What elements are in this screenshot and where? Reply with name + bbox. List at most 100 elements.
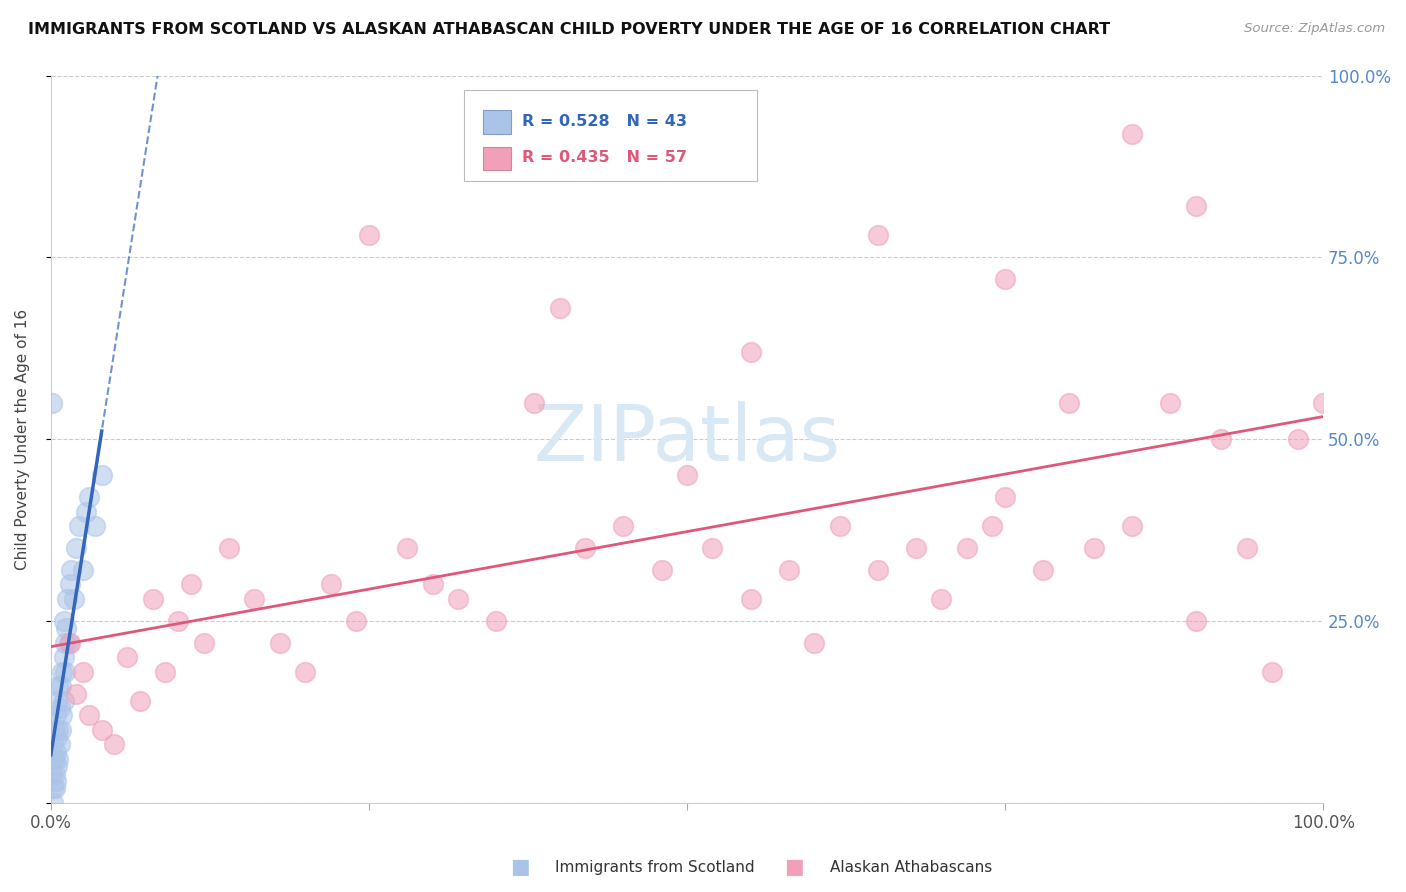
Point	[269, 635, 291, 649]
Point	[65, 541, 87, 555]
Point	[548, 301, 571, 315]
Bar	[484, 111, 512, 134]
Bar	[484, 147, 512, 170]
Text: Alaskan Athabascans: Alaskan Athabascans	[830, 860, 991, 874]
Point	[44, 766, 66, 780]
Point	[344, 614, 367, 628]
Point	[52, 614, 75, 628]
Text: ■: ■	[785, 857, 804, 877]
Point	[676, 468, 699, 483]
Point	[62, 592, 84, 607]
Point	[44, 780, 66, 795]
Point	[46, 694, 69, 708]
Point	[1236, 541, 1258, 555]
Point	[396, 541, 419, 555]
Point	[59, 577, 82, 591]
Point	[1286, 432, 1309, 446]
Point	[45, 745, 67, 759]
Point	[294, 665, 316, 679]
Point	[48, 679, 70, 693]
Point	[778, 563, 800, 577]
Point	[46, 759, 69, 773]
FancyBboxPatch shape	[464, 90, 756, 181]
Point	[72, 563, 94, 577]
Text: IMMIGRANTS FROM SCOTLAND VS ALASKAN ATHABASCAN CHILD POVERTY UNDER THE AGE OF 16: IMMIGRANTS FROM SCOTLAND VS ALASKAN ATHA…	[28, 22, 1111, 37]
Point	[523, 395, 546, 409]
Point	[981, 519, 1004, 533]
Point	[90, 468, 112, 483]
Point	[651, 563, 673, 577]
Point	[42, 738, 65, 752]
Point	[1185, 199, 1208, 213]
Point	[49, 723, 72, 737]
Point	[485, 614, 508, 628]
Point	[53, 665, 76, 679]
Point	[357, 228, 380, 243]
Point	[55, 621, 77, 635]
Point	[1312, 395, 1334, 409]
Point	[994, 272, 1017, 286]
Text: ZIPatlas: ZIPatlas	[533, 401, 841, 477]
Point	[77, 708, 100, 723]
Point	[1121, 127, 1143, 141]
Point	[1261, 665, 1284, 679]
Point	[49, 679, 72, 693]
Text: R = 0.528   N = 43: R = 0.528 N = 43	[522, 114, 686, 128]
Point	[1185, 614, 1208, 628]
Point	[48, 738, 70, 752]
Text: Source: ZipAtlas.com: Source: ZipAtlas.com	[1244, 22, 1385, 36]
Point	[44, 723, 66, 737]
Point	[702, 541, 724, 555]
Point	[45, 708, 67, 723]
Point	[75, 505, 97, 519]
Point	[1211, 432, 1233, 446]
Point	[67, 519, 90, 533]
Point	[740, 592, 762, 607]
Y-axis label: Child Poverty Under the Age of 16: Child Poverty Under the Age of 16	[15, 309, 30, 570]
Point	[48, 752, 70, 766]
Point	[45, 773, 67, 788]
Point	[828, 519, 851, 533]
Point	[41, 395, 63, 409]
Point	[42, 796, 65, 810]
Point	[84, 519, 107, 533]
Point	[52, 694, 75, 708]
Point	[612, 519, 634, 533]
Point	[866, 228, 889, 243]
Point	[1159, 395, 1181, 409]
Point	[218, 541, 240, 555]
Point	[115, 650, 138, 665]
Point	[422, 577, 444, 591]
Point	[142, 592, 165, 607]
Point	[866, 563, 889, 577]
Point	[52, 650, 75, 665]
Point	[59, 635, 82, 649]
Point	[319, 577, 342, 591]
Point	[46, 730, 69, 744]
Point	[574, 541, 596, 555]
Point	[42, 780, 65, 795]
Point	[90, 723, 112, 737]
Point	[167, 614, 190, 628]
Point	[904, 541, 927, 555]
Point	[60, 563, 83, 577]
Point	[58, 635, 80, 649]
Point	[193, 635, 215, 649]
Text: R = 0.435   N = 57: R = 0.435 N = 57	[522, 150, 686, 165]
Text: Immigrants from Scotland: Immigrants from Scotland	[555, 860, 755, 874]
Point	[447, 592, 470, 607]
Point	[803, 635, 825, 649]
Point	[65, 687, 87, 701]
Point	[56, 592, 79, 607]
Point	[51, 708, 73, 723]
Point	[41, 766, 63, 780]
Point	[48, 701, 70, 715]
Point	[103, 738, 125, 752]
Point	[77, 490, 100, 504]
Point	[155, 665, 177, 679]
Point	[1121, 519, 1143, 533]
Point	[51, 665, 73, 679]
Point	[956, 541, 979, 555]
Point	[128, 694, 150, 708]
Point	[44, 752, 66, 766]
